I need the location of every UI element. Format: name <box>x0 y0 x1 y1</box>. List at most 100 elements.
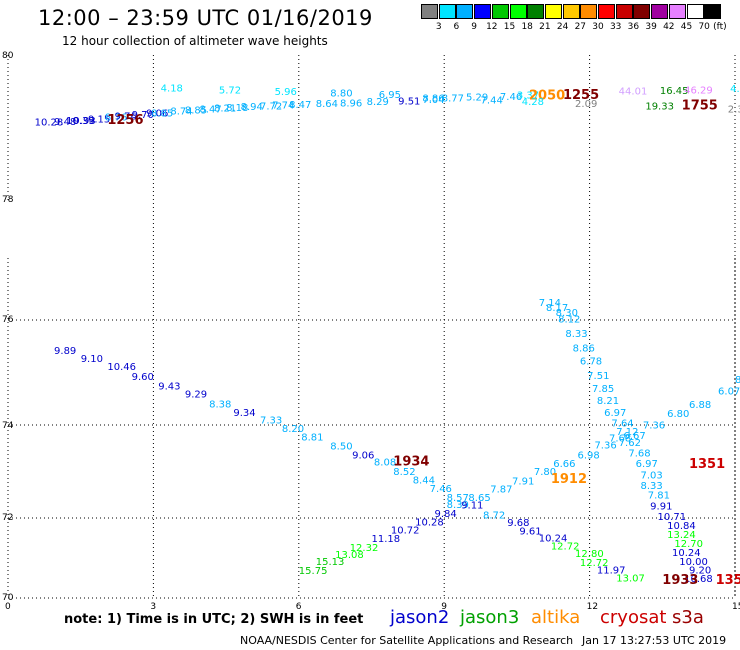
wave-height-label: 7.33 <box>260 415 282 426</box>
wave-height-label: 13.07 <box>616 574 645 585</box>
wave-height-label: 7.36 <box>643 421 665 432</box>
colorbar-swatch <box>438 4 456 19</box>
wave-height-label: 19.33 <box>645 101 674 112</box>
wave-height-label: 6.80 <box>667 409 689 420</box>
wave-height-label: 8.50 <box>330 442 352 453</box>
x-tick-label: 9 <box>441 602 447 612</box>
wave-height-label: 7.44 <box>481 96 503 107</box>
legend-s3a: s3a <box>672 607 704 628</box>
colorbar-swatch <box>421 4 438 19</box>
wave-height-label: 13.08 <box>335 550 364 561</box>
wave-height-label: 1256 <box>107 113 143 128</box>
y-tick-label: 74 <box>2 421 14 431</box>
x-tick-label: 15 <box>732 602 740 612</box>
colorbar-tick: 9 <box>471 22 477 32</box>
wave-height-label: 7.12 <box>616 427 638 438</box>
wave-height-label: 11.97 <box>597 566 626 577</box>
x-tick-label: 6 <box>296 602 302 612</box>
wave-height-label: 5.96 <box>275 87 297 98</box>
wave-height-label: 9.48 <box>54 117 76 128</box>
wave-height-label: 7.85 <box>592 384 614 395</box>
colorbar-tick: 42 <box>663 22 675 32</box>
data-labels: 10.289.4810.399.939.158.769.769.709.068.… <box>35 84 740 588</box>
wave-height-label: 8.65 <box>468 493 490 504</box>
y-tick-label: 76 <box>2 315 14 325</box>
wave-height-label: 6.98 <box>577 450 599 461</box>
colorbar-swatch <box>456 4 474 19</box>
wave-height-label: 10.00 <box>679 557 708 568</box>
y-tick-label: 70 <box>2 593 14 603</box>
wave-height-label: 6.67 <box>624 431 646 442</box>
wave-height-label: 10.28 <box>35 118 64 129</box>
wave-height-label: 12.80 <box>575 549 604 560</box>
wave-height-label: 8.33 <box>640 481 662 492</box>
wave-height-label: 8.96 <box>340 98 362 109</box>
legend-cryosat: cryosat <box>600 607 667 628</box>
y-tick-label: 80 <box>2 51 14 61</box>
wave-height-label: 6.78 <box>580 357 602 368</box>
colorbar-swatch <box>686 4 704 19</box>
colorbar-unit: (ft) <box>713 22 727 32</box>
wave-height-label: 12.32 <box>350 543 379 554</box>
wave-height-label: 7.46 <box>500 92 522 103</box>
wave-height-label: 9.68 <box>507 518 529 529</box>
wave-height-label: 12.72 <box>580 558 609 569</box>
wave-height-label: 9.84 <box>435 509 457 520</box>
wave-height-label: 10.68 <box>684 574 713 585</box>
wave-height-label: 9.60 <box>132 372 154 383</box>
wave-height-label: 7.91 <box>512 477 534 488</box>
wave-height-label: 10.46 <box>107 362 136 373</box>
wave-height-label: 7.81 <box>648 490 670 501</box>
wave-height-label: 9.06 <box>146 108 168 119</box>
legend-altika: altika <box>531 607 581 628</box>
wave-height-label: 8.85 <box>151 109 173 120</box>
wave-height-label: 8.52 <box>393 467 415 478</box>
wave-height-label: 8.21 <box>597 396 619 407</box>
wave-height-label: 10.84 <box>667 521 696 532</box>
wave-height-label: 10.71 <box>657 512 686 523</box>
wave-height-label: 8.76 <box>105 112 127 123</box>
wave-height-label: 8.18 <box>226 103 248 114</box>
wave-height-label: 3.37 <box>517 91 539 102</box>
credit-text: NOAA/NESDIS Center for Satellite Applica… <box>240 634 574 647</box>
wave-height-label: 9.51 <box>398 96 420 107</box>
wave-height-label: 8.72 <box>483 510 505 521</box>
wave-height-label: 9.89 <box>54 346 76 357</box>
colorbar-tick: 70 <box>698 22 710 32</box>
colorbar-tick: 30 <box>592 22 604 32</box>
wave-height-label: 12.72 <box>551 542 580 553</box>
colorbar-swatch <box>474 4 492 19</box>
y-tick-label: 72 <box>2 513 13 523</box>
wave-height-label: 8.39 <box>447 500 469 511</box>
wave-height-label: 46.29 <box>684 85 713 96</box>
colorbar-tick: 21 <box>539 22 551 32</box>
colorbar-swatch <box>491 4 509 19</box>
wave-height-label: 15.75 <box>299 566 328 577</box>
colorbar-swatch <box>598 4 615 19</box>
colorbar-swatch <box>615 4 633 19</box>
wave-height-label: 8.29 <box>367 97 389 108</box>
wave-height-label: 6.97 <box>604 408 626 419</box>
grid-lines <box>8 55 736 598</box>
wave-height-label: 10.28 <box>415 518 444 529</box>
wave-height-label: 7.72 <box>260 101 282 112</box>
timestamp: Jan 17 13:27:53 UTC 2019 <box>582 634 727 647</box>
colorbar-tick: 12 <box>486 22 498 32</box>
wave-height-label: 2.09 <box>575 99 597 110</box>
wave-height-label: 9.20 <box>689 566 711 577</box>
wave-height-label: 1933 <box>662 573 698 588</box>
wave-height-label: 7.46 <box>430 484 452 495</box>
wave-height-label: 11.18 <box>372 534 401 545</box>
wave-height-label: 1350 <box>716 573 740 588</box>
wave-height-label: 8.08 <box>374 457 396 468</box>
wave-height-label: 8.38 <box>209 400 231 411</box>
colorbar-swatch <box>544 4 562 19</box>
wave-height-label: 2050 <box>529 89 565 104</box>
colorbar-swatch <box>651 4 669 19</box>
wave-height-label: 8.85 <box>185 105 207 116</box>
wave-height-label: 10.72 <box>391 526 420 537</box>
wave-height-label: 8.77 <box>442 93 464 104</box>
x-tick-label: 12 <box>587 602 598 612</box>
note-text: note: 1) Time is in UTC; 2) SWH is in fe… <box>64 612 364 627</box>
